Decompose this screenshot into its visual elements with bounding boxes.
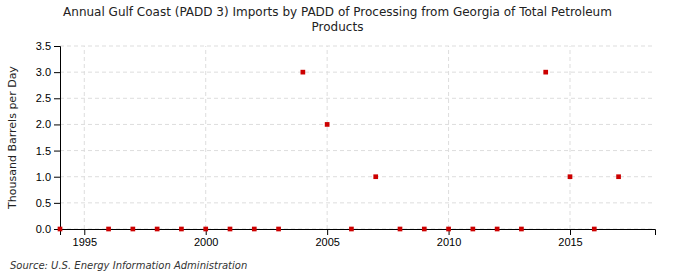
tick-label: 2015 — [558, 236, 582, 248]
point — [471, 227, 476, 232]
grid-line — [60, 98, 655, 99]
grid-line — [60, 124, 655, 125]
grid-line — [570, 46, 571, 229]
point — [446, 227, 451, 232]
grid-line — [84, 46, 85, 229]
grid-line — [60, 72, 655, 73]
grid-line — [205, 46, 206, 229]
point — [325, 122, 330, 127]
point — [252, 227, 257, 232]
tick-mark — [327, 229, 328, 235]
tick-mark — [54, 151, 60, 152]
tick-label: 0.0 — [36, 223, 51, 235]
tick-label: 2010 — [437, 236, 461, 248]
tick-label: 0.5 — [36, 197, 51, 209]
tick: 2010 — [437, 229, 461, 248]
grid-line — [60, 46, 655, 47]
tick: 1.5 — [36, 145, 60, 157]
tick: 1995 — [73, 229, 97, 248]
point — [203, 227, 208, 232]
tick-label: 3.0 — [36, 66, 51, 78]
tick: 1.0 — [36, 171, 60, 183]
tick: 3.5 — [36, 40, 60, 52]
tick-mark — [54, 46, 60, 47]
tick-label: 2.5 — [36, 92, 51, 104]
point — [373, 174, 378, 179]
tick-mark — [570, 229, 571, 235]
grid-line — [60, 176, 655, 177]
chart: 1995 2000 2005 2010 2015 0.0 0.5 1.0 1.5 2.0 2.5 3.… — [0, 0, 675, 275]
point — [398, 227, 403, 232]
point — [276, 227, 281, 232]
tick-label: 2000 — [194, 236, 218, 248]
tick: 2015 — [558, 229, 582, 248]
source: Source: U.S. Energy Information Administ… — [10, 260, 247, 271]
axis-line — [61, 230, 656, 236]
point — [301, 70, 306, 75]
tick: 2005 — [315, 229, 339, 248]
tick-label: 1.5 — [36, 145, 51, 157]
tick: 0.5 — [36, 197, 60, 209]
grid-line — [327, 46, 328, 229]
y-axis-title: Thousand Barrels per Day — [6, 66, 19, 210]
points — [58, 70, 621, 232]
point — [131, 227, 136, 232]
point — [592, 227, 597, 232]
tick: 2.0 — [36, 118, 60, 130]
x-axis: 1995 2000 2005 2010 2015 — [61, 229, 656, 248]
tick-label: 2005 — [315, 236, 339, 248]
grid-line — [60, 150, 655, 151]
tick: 3.0 — [36, 66, 60, 78]
point — [58, 227, 63, 232]
grid-line — [60, 202, 655, 203]
tick: 2000 — [194, 229, 218, 248]
point — [106, 227, 111, 232]
title-line: Annual Gulf Coast (PADD 3) Imports by PA… — [63, 5, 612, 19]
point — [228, 227, 233, 232]
tick-mark — [54, 203, 60, 204]
point — [422, 227, 427, 232]
tick-mark — [54, 124, 60, 125]
title-line: Products — [312, 20, 364, 34]
tick: 2.5 — [36, 92, 60, 104]
title: Annual Gulf Coast (PADD 3) Imports by PA… — [63, 5, 612, 34]
point — [616, 174, 621, 179]
point — [349, 227, 354, 232]
tick-label: 2.0 — [36, 118, 51, 130]
point — [543, 70, 548, 75]
tick-mark — [54, 72, 60, 73]
point — [495, 227, 500, 232]
tick: 0.0 — [36, 223, 60, 235]
grid-line — [448, 46, 449, 229]
tick-mark — [84, 229, 85, 235]
point — [568, 174, 573, 179]
point — [179, 227, 184, 232]
tick-mark — [54, 177, 60, 178]
axis-line — [54, 47, 61, 230]
grid — [60, 46, 655, 229]
y-axis: 0.0 0.5 1.0 1.5 2.0 2.5 3.0 3.5 — [36, 40, 61, 235]
tick-label: 3.5 — [36, 40, 51, 52]
tick-label: 1.0 — [36, 171, 51, 183]
point — [519, 227, 524, 232]
point — [155, 227, 160, 232]
tick-mark — [54, 98, 60, 99]
tick-label: 1995 — [73, 236, 97, 248]
